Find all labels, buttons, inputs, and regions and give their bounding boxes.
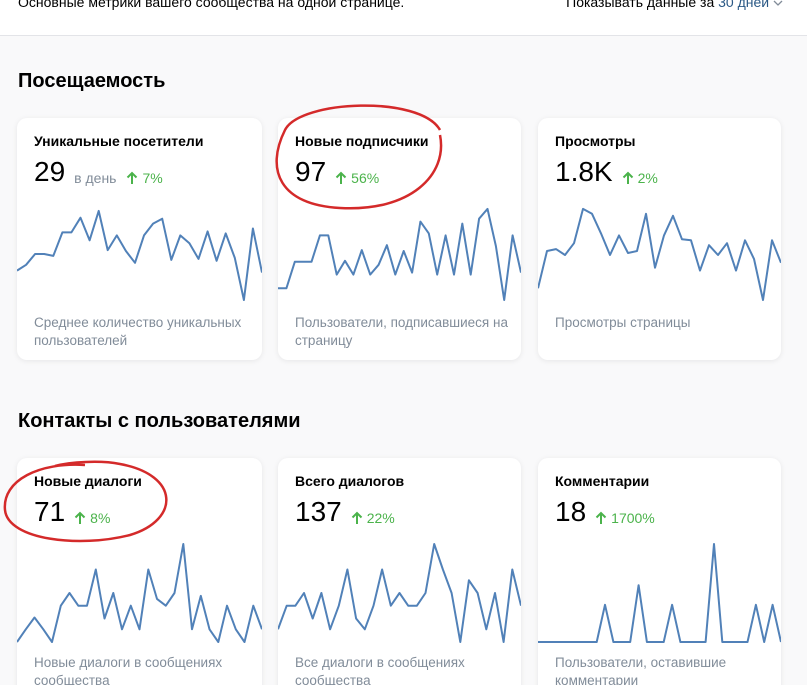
arrow-up-icon [622,171,633,184]
sparkline-line [17,543,262,643]
card-title: Комментарии [555,473,650,489]
arrow [595,511,607,524]
card-title: Просмотры [555,133,636,149]
card-title: Новые подписчики [295,133,429,149]
card-description: Просмотры страницы [555,315,691,330]
sparkline-line [538,543,781,643]
card-title: Всего диалогов [295,473,405,489]
metric-unit: в день [74,170,117,186]
card-description: Пользователи, подписавшиеся на страницу [295,315,508,348]
sparkline [538,543,781,643]
metric-change: 1700% [611,510,655,526]
metric-change: 8% [90,510,111,526]
card-title: Новые диалоги [34,473,142,489]
metric-value: 71 [34,496,66,527]
card-title: Уникальные посетители [34,133,204,149]
metric-card[interactable]: Уникальные посетители 29 в день 7% Среднее к… [17,118,262,360]
arrow [335,171,347,184]
card-description: Пользователи, оставившие комментарии [555,655,727,685]
arrow-up-icon [335,171,347,184]
metric-card[interactable]: Комментарии 18 1700% Пользователи, оставивш… [538,458,781,685]
metric-change: 56% [351,170,380,186]
period-value[interactable]: 30 дней [718,0,770,10]
card-description: Среднее количество уникальных пользовате… [34,315,242,348]
arrow-up-icon [351,511,362,524]
arrow-up-icon [595,511,607,524]
period-label: Показывать данные за [566,0,715,10]
header: Основные метрики вашего сообщества на од… [0,0,807,36]
sparkline [278,543,521,643]
metric-card[interactable]: Всего диалогов 137 22% Все диалоги в сообще… [278,458,521,685]
section-title: Посещаемость [18,70,166,92]
sparkline [278,207,521,301]
subtitle: Основные метрики вашего сообщества на од… [18,0,405,10]
metric-value: 29 [34,156,66,187]
arrow [127,171,138,184]
arrow-up-icon [74,511,86,524]
metric-value: 137 [295,496,342,527]
card-description: Новые диалоги в сообщениях сообщества [34,655,223,685]
metric-change: 2% [637,170,658,186]
metric-value: 1.8K [555,156,613,187]
sparkline [17,209,262,301]
metric-card[interactable]: Новые диалоги 71 8% Новые диалоги в сообщен… [17,458,262,685]
sparkline [17,543,262,643]
section-title: Контакты с пользователями [18,410,301,432]
chevron [773,0,783,6]
metric-value: 18 [555,496,587,527]
sparkline-line [278,543,521,643]
period-selector[interactable]: Показывать данные за 30 дней [566,0,783,10]
arrow [351,511,362,524]
sparkline-line [538,207,781,301]
metric-card[interactable]: Просмотры 1.8K 2% Просмотры страницы [538,118,781,360]
sparkline-line [17,209,262,301]
sparkline-line [278,207,521,301]
arrow-up-icon [127,171,138,184]
card-description: Все диалоги в сообщениях сообщества [295,655,465,685]
metric-card[interactable]: Новые подписчики 97 56% Пользователи, подпи… [278,118,521,360]
metric-change: 22% [366,510,395,526]
arrow [74,511,86,524]
arrow [622,171,633,184]
metric-value: 97 [295,156,327,187]
sparkline [538,207,781,301]
metric-change: 7% [142,170,163,186]
